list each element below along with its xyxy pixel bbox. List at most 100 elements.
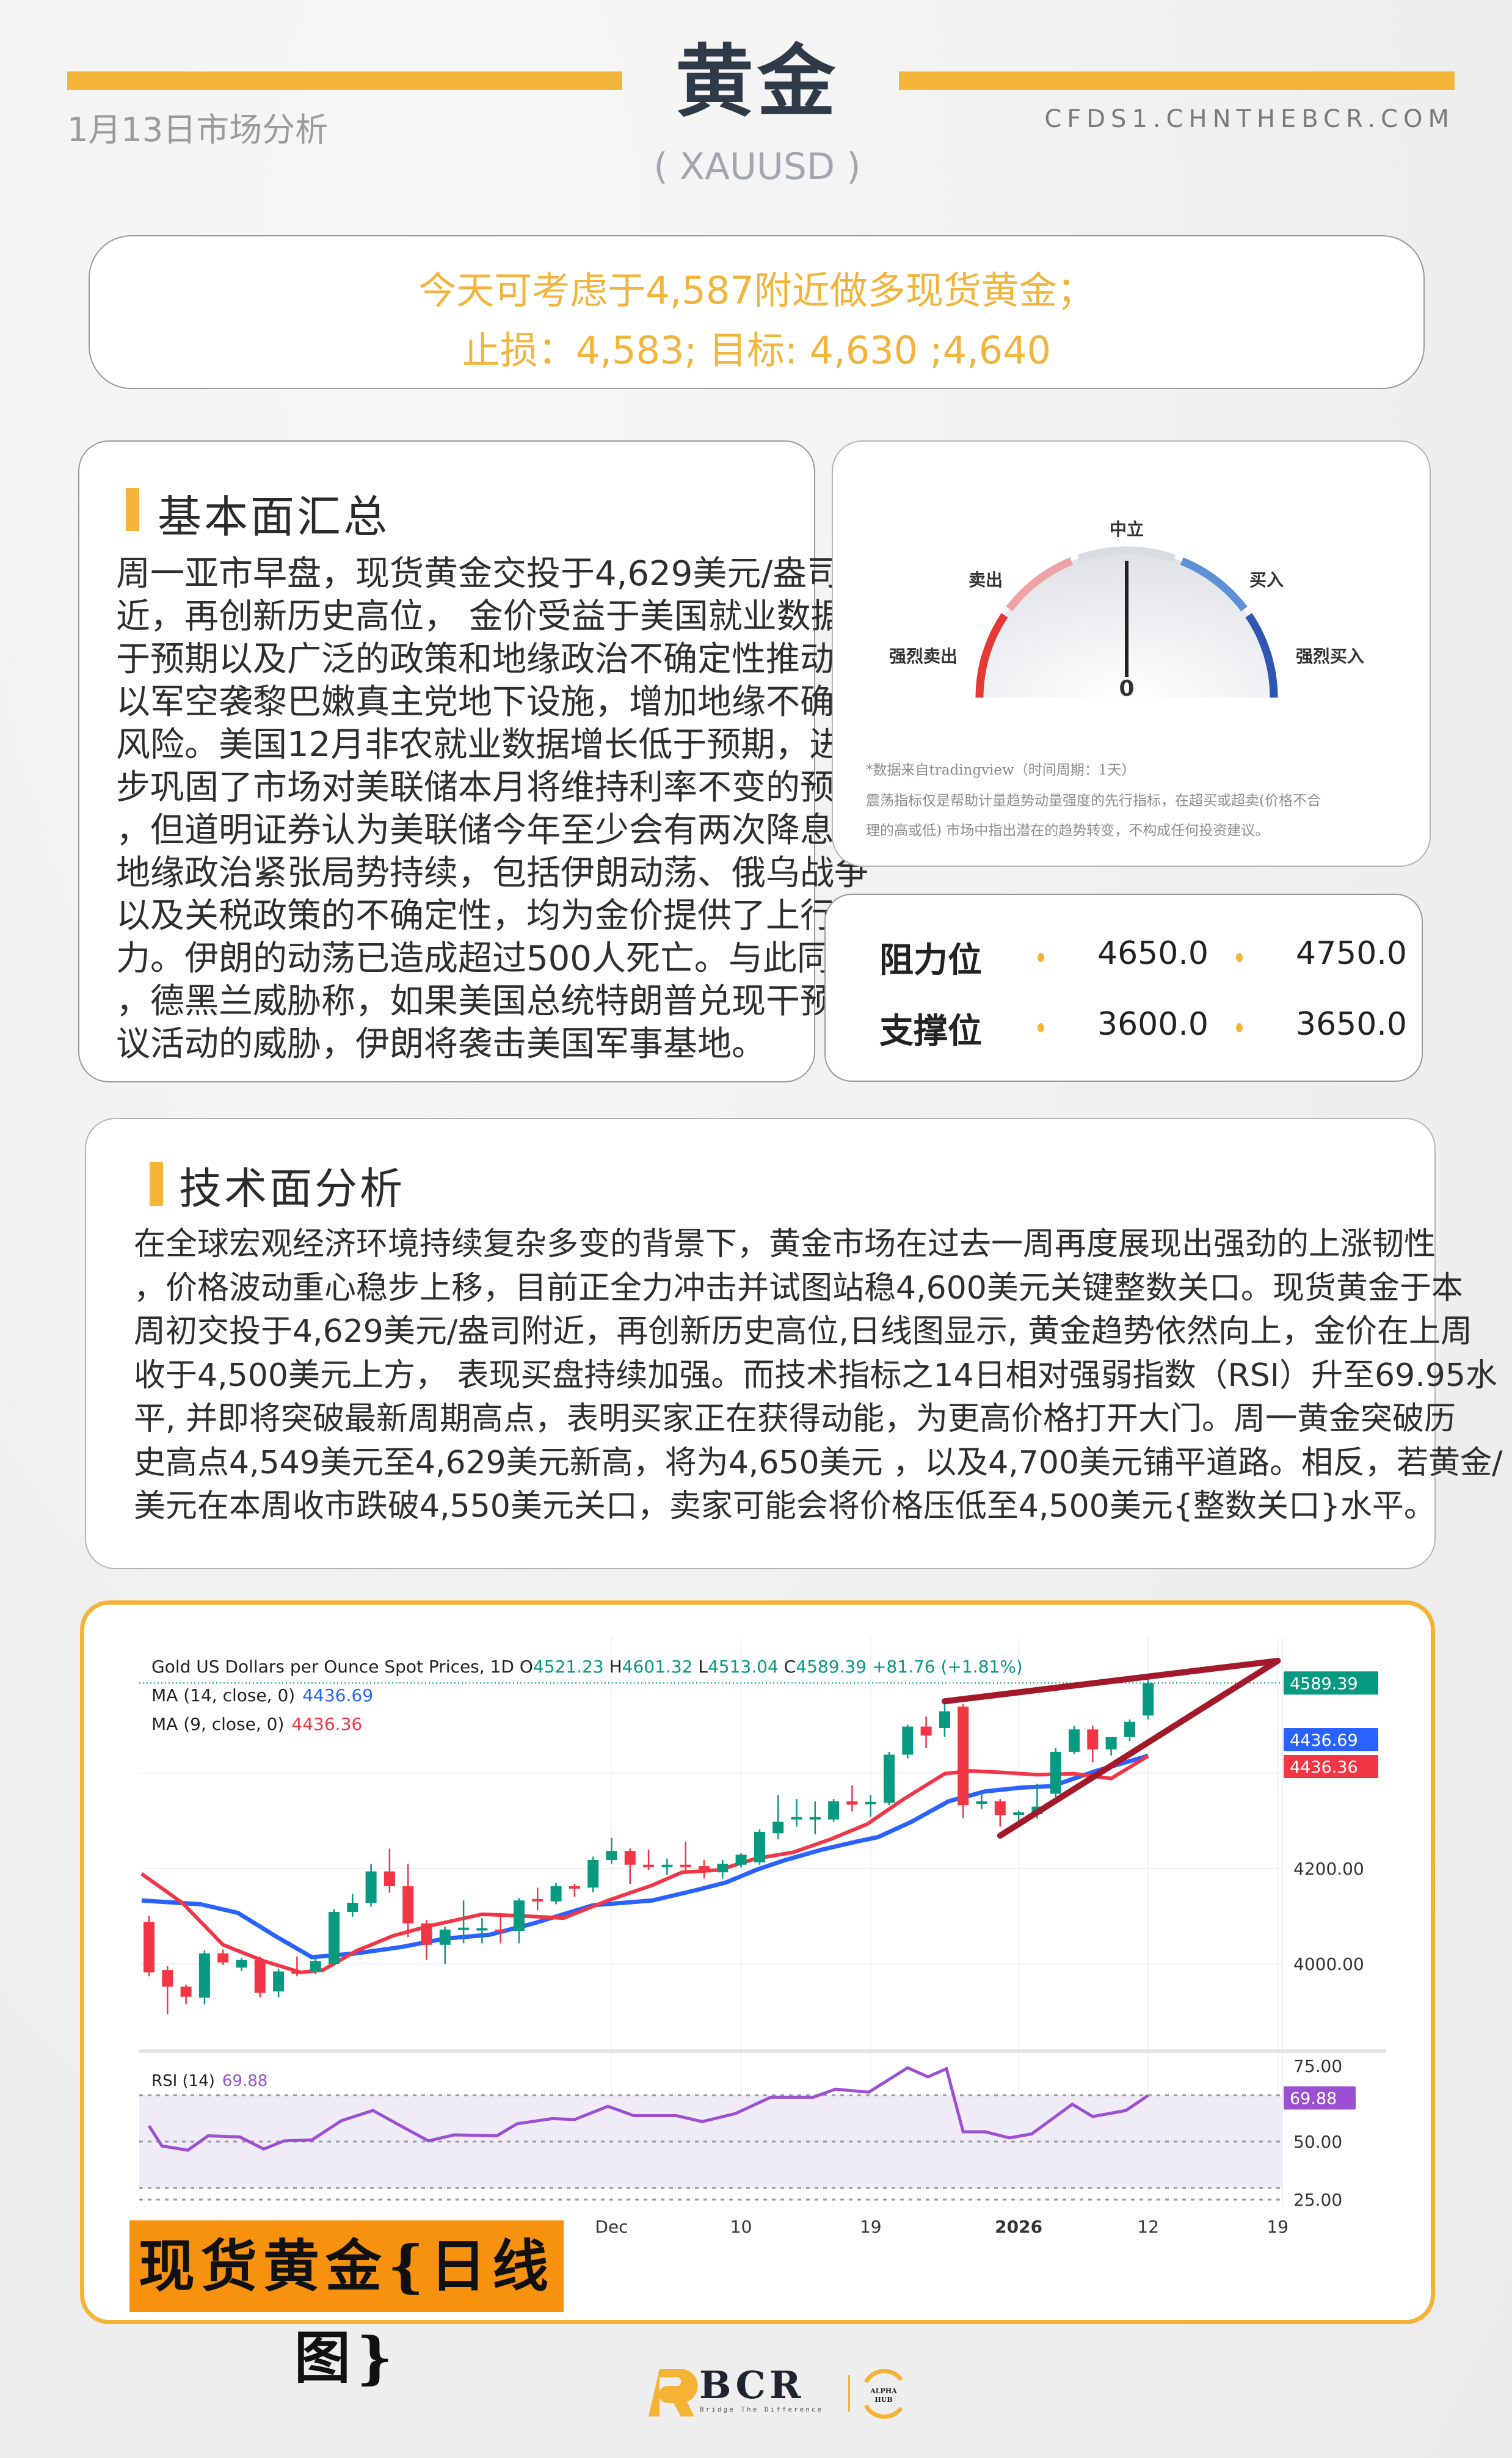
candle-body bbox=[217, 1953, 229, 1963]
logo-tagline: Bridge The Difference bbox=[700, 2405, 823, 2413]
candle-body bbox=[495, 1929, 506, 1932]
candle-body bbox=[1069, 1729, 1080, 1752]
candle bbox=[587, 1856, 599, 1892]
ma9-legend: MA (9, close, 0) 4436.36 bbox=[151, 1714, 362, 1734]
fundamentals-text-line: ，德黑兰威胁称，如果美国总统特朗普兑现干预抗 bbox=[116, 982, 868, 1021]
candle bbox=[643, 1849, 655, 1870]
legend-part: O bbox=[520, 1657, 533, 1677]
legend-part: 69.88 bbox=[222, 2072, 267, 2090]
last-price-tag: 4589.39 bbox=[1290, 1674, 1358, 1693]
candle-body bbox=[754, 1831, 765, 1862]
candle-body bbox=[699, 1866, 710, 1872]
candle-body bbox=[643, 1864, 655, 1867]
trendline bbox=[997, 1657, 1281, 1839]
candle bbox=[606, 1838, 617, 1864]
candle-body bbox=[772, 1822, 784, 1834]
logo-brand: BCR bbox=[699, 2363, 804, 2407]
website-link[interactable]: CFDS1.CHNTHEBCR.COM bbox=[1044, 105, 1455, 133]
header-rule-right bbox=[899, 71, 1455, 90]
candle bbox=[1087, 1726, 1099, 1763]
candle bbox=[347, 1894, 358, 1917]
candle bbox=[495, 1913, 506, 1944]
trendline bbox=[941, 1657, 1281, 1705]
candle-body bbox=[439, 1929, 451, 1945]
candle bbox=[402, 1864, 414, 1938]
candle bbox=[846, 1785, 858, 1812]
gauge-disclaimer-2: 理的高或低) 市场中指出潜在的趋势转变，不构成任何投资建议。 bbox=[866, 823, 1270, 839]
gauge-disclaimer-1: 震荡指标仅是帮助计量趋势动量强度的先行指标，在超买或超卖(价格不合 bbox=[866, 793, 1321, 809]
rsi-legend: RSI (14) 69.88 bbox=[151, 2072, 267, 2090]
price-chart[interactable]: Gold US Dollars per Ounce Spot Prices, 1… bbox=[122, 1625, 1405, 2236]
legend-part: MA (9, close, 0) bbox=[151, 1714, 284, 1734]
rsi-axis-label: 75.00 bbox=[1293, 2056, 1342, 2076]
gauge-segment-strong-sell bbox=[975, 613, 1008, 698]
technical-text-line: 收于4,500美元上方， 表现买盘持续加强。而技术指标之14日相对强弱指数（RS… bbox=[134, 1357, 1497, 1394]
price-axis-label: 4000.00 bbox=[1293, 1954, 1364, 1974]
fundamentals-text-line: 于预期以及广泛的政策和地缘政治不确定性推动， bbox=[116, 640, 868, 679]
candle-body bbox=[180, 1986, 192, 1997]
candle-body bbox=[532, 1898, 543, 1902]
candle bbox=[735, 1853, 747, 1868]
gauge-segment-sell bbox=[1006, 557, 1074, 611]
candle bbox=[1105, 1737, 1117, 1756]
candle-body bbox=[994, 1801, 1006, 1815]
key-levels-card: 阻力位 4650.0 4750.0 支撑位 3600.0 3650.0 bbox=[824, 894, 1423, 1082]
fundamentals-card: 基本面汇总 周一亚市早盘，现货黄金交投于4,629美元/盎司附 近，再创新历史高位… bbox=[78, 440, 879, 1082]
candle bbox=[273, 1968, 285, 1997]
legend-part: Gold US Dollars per Ounce Spot Prices, 1… bbox=[151, 1657, 514, 1677]
candle-body bbox=[569, 1886, 580, 1889]
candle bbox=[439, 1927, 451, 1964]
candle bbox=[958, 1704, 969, 1818]
candle bbox=[661, 1858, 673, 1875]
legend-part: 4601.32 bbox=[622, 1657, 693, 1677]
candle bbox=[624, 1848, 636, 1884]
gauge-label-strong-buy: 强烈买入 bbox=[1295, 646, 1365, 666]
candle bbox=[902, 1724, 914, 1759]
rsi-tag-bg bbox=[1284, 2086, 1356, 2110]
logo-partner: ALPHA bbox=[870, 2387, 897, 2395]
legend-part: 4436.69 bbox=[302, 1685, 373, 1705]
candle-body bbox=[624, 1851, 636, 1865]
candle-body bbox=[939, 1711, 950, 1728]
last-price-tag-bg bbox=[1284, 1671, 1378, 1695]
ma14-tag: 4436.69 bbox=[1290, 1731, 1358, 1750]
technical-heading: 技术面分析 bbox=[179, 1164, 405, 1214]
candle bbox=[772, 1795, 784, 1840]
technical-text: 在全球宏观经济环境持续复杂多变的背景下，黄金市场在过去一周再度展现出强劲的上涨韧… bbox=[134, 1223, 1503, 1529]
candle-body bbox=[958, 1706, 969, 1806]
recommendation-line-2: 止损：4,583; 目标: 4,630 ;4,640 bbox=[462, 328, 1052, 373]
candle bbox=[217, 1949, 229, 1965]
chart-card: Gold US Dollars per Ounce Spot Prices, 1… bbox=[80, 1600, 1435, 2391]
candle-body bbox=[846, 1801, 858, 1805]
candle-body bbox=[347, 1903, 358, 1912]
candle-body bbox=[1087, 1729, 1099, 1749]
legend-part: C bbox=[784, 1657, 796, 1677]
fundamentals-text: 周一亚市早盘，现货黄金交投于4,629美元/盎司附 近，再创新历史高位， 金价受益… bbox=[116, 553, 879, 1066]
candle bbox=[717, 1859, 729, 1879]
candle bbox=[976, 1791, 987, 1809]
symbol-label: ( XAUUSD ) bbox=[653, 145, 861, 188]
technical-text-line: ，价格波动重心稳步上移，目前正全力冲击并试图站稳4,600美元关键整数关口。现货… bbox=[134, 1269, 1463, 1307]
candle bbox=[532, 1887, 543, 1911]
rsi-tag: 69.88 bbox=[1290, 2089, 1337, 2108]
gauge-label-strong-sell: 强烈卖出 bbox=[889, 646, 958, 666]
fundamentals-text-line: 地缘政治紧张局势持续，包括伊朗动荡、俄乌战争 bbox=[116, 853, 868, 893]
heading-accent-bar bbox=[126, 488, 139, 531]
fundamentals-text-line: ，但道明证券认为美联储今年至少会有两次降息。 bbox=[116, 811, 868, 850]
candle bbox=[828, 1799, 840, 1822]
candle-body bbox=[606, 1851, 617, 1860]
fundamentals-text-line: 近，再创新历史高位， 金价受益于美国就业数据弱 bbox=[116, 597, 879, 636]
technical-text-line: 在全球宏观经济环境持续复杂多变的背景下，黄金市场在过去一周再度展现出强劲的上涨韧… bbox=[134, 1226, 1436, 1263]
candle-body bbox=[828, 1801, 840, 1820]
candle bbox=[514, 1898, 525, 1944]
gauge-label-buy: 买入 bbox=[1249, 570, 1284, 590]
technical-text-line: 史高点4,549美元至4,629美元新高，将为4,650美元 ，以及4,700美… bbox=[134, 1444, 1503, 1481]
candle bbox=[365, 1864, 377, 1907]
candle bbox=[680, 1842, 691, 1873]
candle-body bbox=[680, 1864, 691, 1867]
candle-body bbox=[1143, 1683, 1154, 1716]
candle-body bbox=[865, 1801, 876, 1804]
candle-body bbox=[1124, 1721, 1135, 1737]
candle bbox=[458, 1900, 470, 1944]
candle bbox=[1069, 1726, 1080, 1754]
